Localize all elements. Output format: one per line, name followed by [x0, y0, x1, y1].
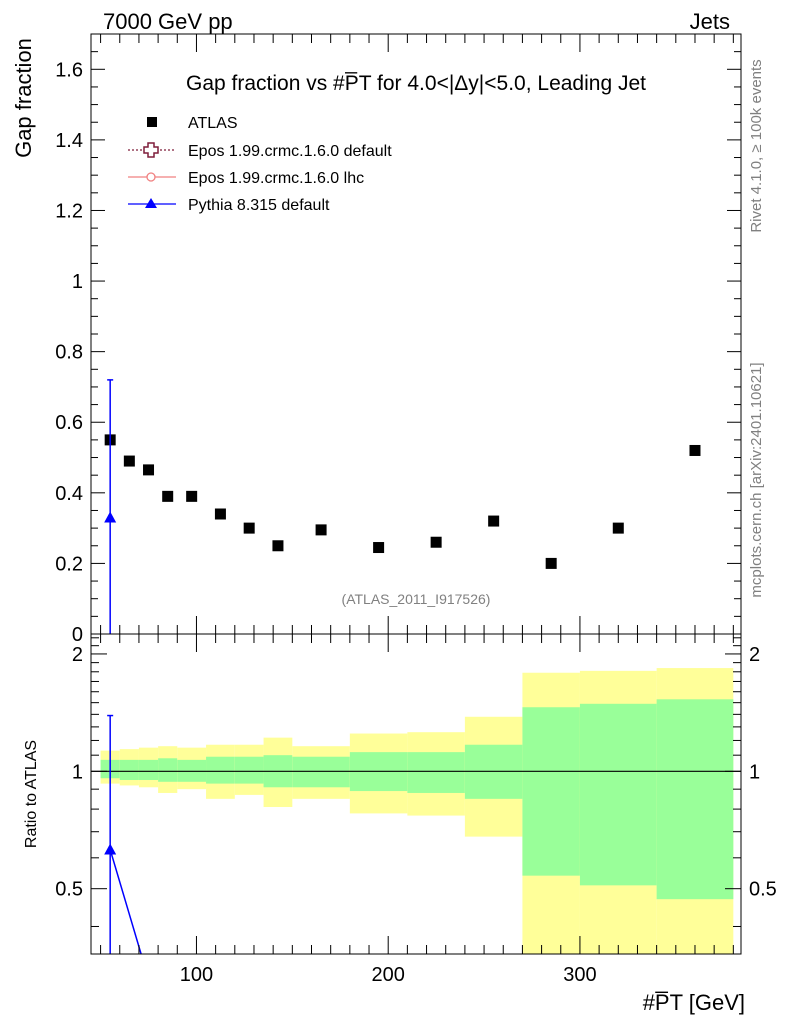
ratio-x-tick-label: 100 [180, 964, 213, 986]
stat-uncertainty-band [522, 707, 580, 876]
stat-uncertainty-band [119, 759, 139, 781]
atlas-data-point [373, 542, 385, 554]
main-y-tick-label: 1.2 [55, 200, 83, 222]
ratio-y-tick-label-right: 0.5 [749, 879, 777, 901]
atlas-data-point [123, 455, 135, 467]
atlas-data-point [488, 515, 500, 527]
ratio-y-axis-label: Ratio to ATLAS [23, 740, 40, 848]
ratio-x-axis: 100 200 300 [100, 634, 734, 986]
ratio-y-tick-label: 0.5 [55, 879, 83, 901]
ratio-x-tick-label: 300 [563, 964, 596, 986]
main-y-tick-label: 0.8 [55, 342, 83, 364]
mcplots-source-label: mcplots.cern.ch [arXiv:2401.10621] [748, 362, 765, 597]
legend-epos-lhc-label: Epos 1.99.crmc.1.6.0 lhc [188, 170, 364, 187]
main-y-tick-label: 1 [72, 271, 83, 293]
atlas-data-point [214, 508, 226, 520]
main-y-tick-label: 0.2 [55, 553, 83, 575]
stat-uncertainty-band [234, 756, 264, 784]
stat-uncertainty-band [656, 699, 734, 900]
legend-pythia-marker [145, 198, 157, 208]
energy-label: 7000 GeV pp [103, 9, 233, 34]
ratio-y-tick-label: 2 [72, 644, 83, 666]
legend-pythia-label: Pythia 8.315 default [188, 197, 330, 214]
atlas-data-point [689, 444, 701, 456]
rivet-version-label: Rivet 4.1.0, ≥ 100k events [748, 59, 765, 232]
stat-uncertainty-band [158, 758, 178, 782]
atlas-data-point [162, 490, 174, 502]
atlas-data-point [272, 540, 284, 552]
pythia-ratio-line [109, 849, 142, 955]
atlas-data-point [315, 524, 327, 536]
ratio-y-tick-label-right: 1 [749, 761, 760, 783]
ratio-y-tick-label: 1 [72, 761, 83, 783]
plot-title: Gap fraction vs #P̅T for 4.0<|Δy|<5.0, L… [186, 72, 646, 95]
main-y-tick-label: 0.4 [55, 483, 83, 505]
stat-uncertainty-band [579, 703, 657, 886]
legend-epos-default-marker [143, 142, 159, 158]
legend-atlas-label: ATLAS [188, 115, 238, 132]
main-y-axis-label: Gap fraction [11, 38, 36, 158]
ratio-y-tick-label-right: 2 [749, 644, 760, 666]
main-data-marks [104, 379, 701, 634]
atlas-data-point [243, 522, 255, 534]
main-panel: 0 0.2 0.4 0.6 0.8 1 1.2 1.4 1.6 Gap fraction Gap… [11, 33, 742, 646]
legend-epos-lhc-marker [146, 172, 156, 182]
pythia-data-point [104, 511, 117, 523]
ratio-data-marks [104, 714, 142, 955]
ratio-y-axis: 0.5 0.5 1 1 2 2 [55, 637, 777, 927]
atlas-data-point [545, 557, 557, 569]
ratio-panel: 0.5 0.5 1 1 2 2 100 200 300 Ratio to ATLAS #P̅T… [23, 633, 777, 1015]
analysis-label: (ATLAS_2011_I917526) [342, 591, 491, 607]
atlas-data-point [430, 536, 442, 548]
main-x-axis-ticks [100, 34, 734, 634]
ratio-uncertainty-bands [91, 668, 741, 954]
ratio-x-tick-label: 200 [372, 964, 405, 986]
legend-atlas-marker [147, 117, 157, 127]
atlas-data-point [186, 490, 198, 502]
stat-uncertainty-band [206, 756, 235, 784]
main-y-tick-label: 0.6 [55, 412, 83, 434]
main-y-axis: 0 0.2 0.4 0.6 0.8 1 1.2 1.4 1.6 [55, 51, 741, 646]
main-y-tick-label: 0 [72, 624, 83, 646]
atlas-data-point [612, 522, 624, 534]
stat-uncertainty-band [138, 759, 159, 781]
pythia-ratio-point [104, 843, 117, 855]
stat-uncertainty-band [407, 752, 465, 793]
x-axis-label: #P̅T [GeV] [643, 990, 745, 1015]
legend-epos-default-label: Epos 1.99.crmc.1.6.0 default [188, 143, 392, 160]
legend: ATLAS Epos 1.99.crmc.1.6.0 default Epos … [128, 115, 392, 214]
atlas-data-point [143, 464, 155, 476]
category-label: Jets [690, 9, 730, 34]
main-y-tick-label: 1.4 [55, 130, 83, 152]
ratio-frame [90, 633, 742, 955]
stat-uncertainty-band [292, 756, 350, 788]
main-y-tick-label: 1.6 [55, 59, 83, 81]
